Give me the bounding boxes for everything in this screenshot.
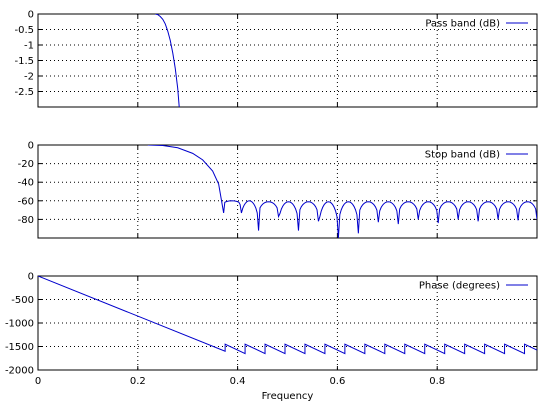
series-line-3 (38, 276, 537, 355)
x-tick-label: 0.4 (230, 376, 246, 387)
legend-label: Phase (degrees) (419, 281, 500, 292)
y-tick-label: -1000 (5, 319, 34, 330)
series-line-1 (155, 14, 180, 107)
y-tick-label: -20 (18, 159, 34, 170)
x-tick-label: 0 (35, 376, 41, 387)
y-tick-label: -2 (24, 72, 34, 83)
y-tick-label: -2.5 (14, 87, 34, 98)
x-tick-label: 0.2 (130, 376, 146, 387)
y-tick-label: -1500 (5, 342, 34, 353)
y-tick-label: -1 (24, 41, 34, 52)
legend-label: Pass band (dB) (425, 19, 500, 30)
y-tick-label: -2000 (5, 366, 34, 377)
series-line-2 (147, 145, 537, 238)
y-tick-label: 0 (28, 272, 34, 283)
y-tick-label: -40 (18, 178, 34, 189)
y-tick-label: -60 (18, 196, 34, 207)
x-axis-label: Frequency (262, 391, 314, 402)
y-tick-label: 0 (28, 141, 34, 152)
plot-frame-2 (37, 144, 538, 239)
y-tick-label: -0.5 (14, 25, 34, 36)
x-tick-label: 0.6 (329, 376, 345, 387)
y-tick-label: -1.5 (14, 56, 34, 67)
legend-label: Stop band (dB) (425, 150, 500, 161)
y-tick-label: 0 (28, 10, 34, 21)
x-tick-label: 0.8 (429, 376, 445, 387)
y-tick-label: -500 (11, 295, 34, 306)
y-tick-label: -80 (18, 215, 34, 226)
